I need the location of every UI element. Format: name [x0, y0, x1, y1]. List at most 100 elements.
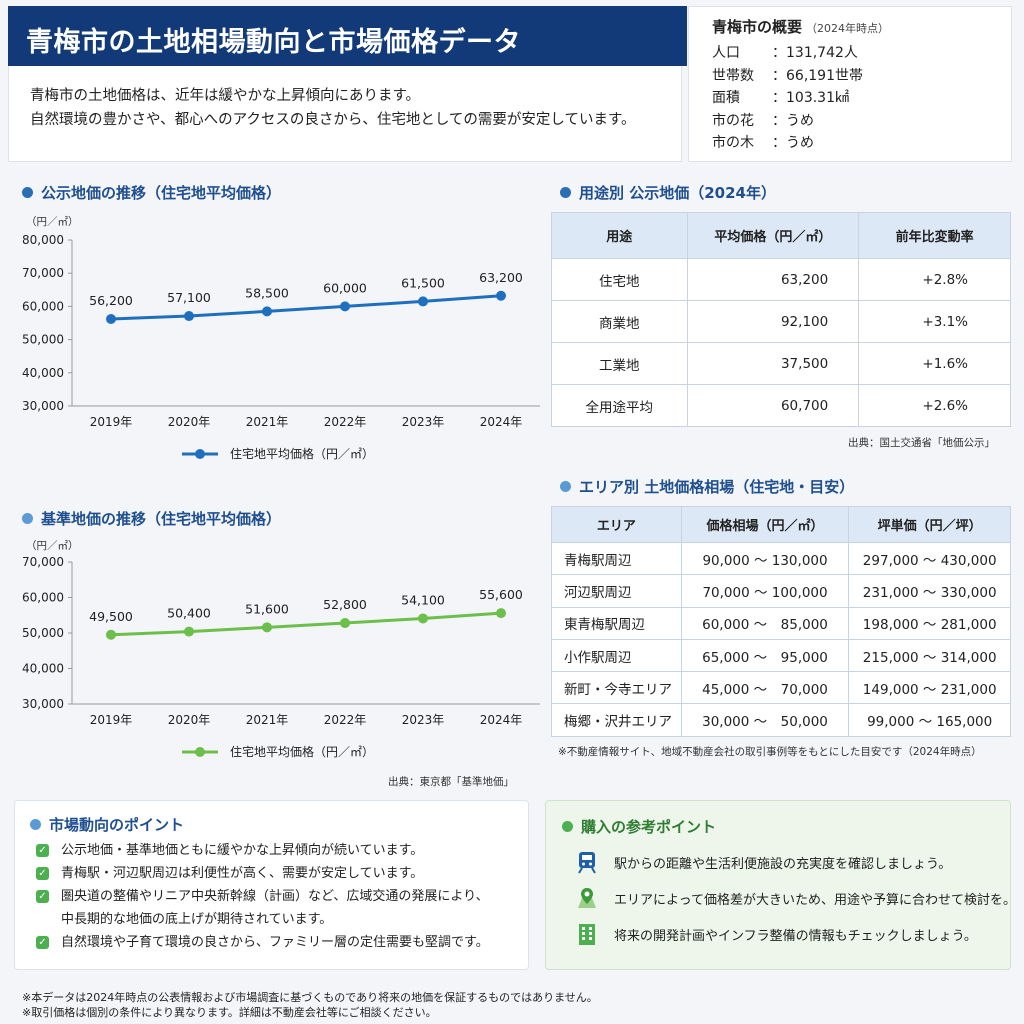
footnote-line-1: ※本データは2024年時点の公表情報および市場調査に基づくものであり将来の地価を… — [22, 991, 598, 1004]
y-tick-label: 40,000 — [22, 662, 64, 676]
buy-points-list: 駅からの距離や生活利便施設の充実度を確認しましょう。 エリアによって価格差が大き… — [576, 844, 1016, 952]
table-cell: 30,000 〜 50,000 — [680, 703, 850, 737]
table-cell: 梅郷・沢井エリア — [551, 703, 682, 737]
x-tick-label: 2020年 — [168, 713, 211, 727]
overview-row: 世帯数 ：66,191世帯 — [712, 64, 1002, 87]
check-icon: ✓ — [36, 890, 49, 903]
list-item: 将来の開発計画やインフラ整備の情報もチェックしましょう。 — [576, 916, 1006, 952]
y-tick-label: 70,000 — [22, 266, 64, 280]
overview-card — [688, 6, 1012, 162]
series-line — [110, 294, 502, 321]
data-point — [340, 618, 350, 629]
overview-value: ：うめ — [772, 135, 814, 152]
series-line — [110, 611, 502, 637]
overview-title: 青梅市の概要 （2024年時点） — [712, 16, 1002, 37]
data-label: 51,600 — [245, 601, 289, 616]
x-tick-label: 2020年 — [168, 415, 211, 429]
area-table-title-text: エリア別 土地価格相場（住宅地・目安） — [579, 478, 855, 496]
check-icon: ✓ — [36, 936, 49, 949]
table-row: 青梅駅周辺 90,000 〜 130,000 297,000 〜 430,000 — [551, 541, 1011, 576]
bullet-dot-icon — [560, 187, 571, 198]
table-header-cell: 坪単価（円／坪） — [848, 506, 1011, 543]
map-pin-icon — [578, 888, 596, 908]
area-table-note: ※不動産情報サイト、地域不動産会社の取引事例等をもとにした目安です（2024年時… — [558, 746, 982, 758]
data-label: 50,400 — [167, 606, 211, 621]
list-item-text: 中長期的な地価の底上げが期待されています。 — [61, 912, 333, 927]
overview-title-text: 青梅市の概要 — [712, 18, 803, 36]
data-label: 60,000 — [323, 280, 367, 295]
table-row: 東青梅駅周辺 60,000 〜 85,000 198,000 〜 281,000 — [551, 606, 1011, 640]
data-point — [262, 306, 272, 317]
table-cell: 99,000 〜 165,000 — [848, 703, 1011, 737]
table-row: 全用途平均 60,700 +2.6% — [551, 384, 1011, 427]
bullet-dot-icon — [30, 819, 41, 830]
data-label: 61,500 — [401, 275, 445, 290]
data-point — [106, 629, 116, 640]
y-tick-label: 30,000 — [22, 697, 64, 711]
table-header-cell: 前年比変動率 — [858, 212, 1011, 259]
check-icon: ✓ — [36, 844, 49, 857]
legend-marker-icon — [195, 449, 205, 459]
bullet-dot-icon — [22, 187, 33, 198]
table-cell: 住宅地 — [551, 258, 688, 301]
chart1-section-title: 公示地価の推移（住宅地平均価格） — [22, 182, 281, 203]
x-tick-label: 2024年 — [480, 415, 523, 429]
table-cell: 297,000 〜 430,000 — [848, 541, 1011, 576]
chart1-svg: 30,000 40,000 50,000 60,000 70,000 80,000 2019… — [22, 233, 540, 461]
table-cell: 河辺駅周辺 — [551, 574, 682, 608]
chart1-title-text: 公示地価の推移（住宅地平均価格） — [41, 184, 282, 202]
table-cell: 45,000 〜 70,000 — [680, 671, 850, 705]
list-item-text: 駅からの距離や生活利便施設の充実度を確認しましょう。 — [614, 856, 952, 872]
table-cell: 青梅駅周辺 — [551, 541, 682, 576]
overview-row: 人口 ：131,742人 — [712, 41, 1002, 64]
overview-key: 人口 — [712, 45, 740, 62]
chart2-source: 出典：東京都「基準地価」 — [388, 776, 514, 788]
table-header-row: 用途 平均価格（円／㎡） 前年比変動率 — [551, 212, 1011, 259]
table-row: 工業地 37,500 +1.6% — [551, 342, 1011, 385]
list-item-continued: 中長期的な地価の底上げが期待されています。 — [36, 908, 516, 931]
intro-line-1: 青梅市の土地価格は、近年は緩やかな上昇傾向にあります。 — [30, 88, 421, 104]
x-tick-label: 2022年 — [324, 415, 367, 429]
market-points-card — [14, 800, 529, 970]
data-point — [184, 311, 194, 322]
buy-points-title: 購入の参考ポイント — [562, 816, 716, 837]
data-point — [106, 314, 116, 325]
table-cell: 商業地 — [551, 300, 688, 343]
legend-label: 住宅地平均価格（円／㎡） — [230, 446, 374, 461]
table-cell: 小作駅周辺 — [551, 638, 682, 673]
table-cell: 215,000 〜 314,000 — [848, 638, 1011, 673]
market-points-title: 市場動向のポイント — [30, 814, 184, 835]
chart1-unit-label: （円／㎡） — [26, 216, 79, 228]
table-row: 商業地 92,100 +3.1% — [551, 300, 1011, 343]
data-point — [340, 301, 350, 312]
table-cell: 新町・今寺エリア — [551, 671, 682, 705]
data-point — [496, 290, 506, 301]
x-tick-label: 2024年 — [480, 713, 523, 727]
intro-text: 青梅市の土地価格は、近年は緩やかな上昇傾向にあります。 自然環境の豊かさや、都心… — [30, 84, 680, 132]
table-cell: 92,100 — [686, 300, 860, 343]
list-item: ✓ 自然環境や子育て環境の良さから、ファミリー層の定住需要も堅調です。 — [36, 931, 516, 954]
overview-key: 市の花 — [712, 112, 754, 129]
overview-key: 市の木 — [712, 135, 754, 152]
y-tick-label: 70,000 — [22, 555, 64, 569]
list-item-text: 青梅駅・河辺駅周辺は利便性が高く、需要が安定しています。 — [61, 866, 424, 881]
x-tick-label: 2019年 — [90, 415, 133, 429]
table-header-row: エリア 価格相場（円／㎡） 坪単価（円／坪） — [551, 506, 1011, 543]
chart2-unit-label: （円／㎡） — [26, 540, 79, 552]
table-row: 新町・今寺エリア 45,000 〜 70,000 149,000 〜 231,000 — [551, 671, 1011, 705]
table-cell: 工業地 — [551, 342, 688, 385]
page-title: 青梅市の土地相場動向と市場価格データ — [8, 6, 687, 66]
table-cell: 63,200 — [686, 258, 860, 301]
list-item: 駅からの距離や生活利便施設の充実度を確認しましょう。 — [576, 844, 1006, 880]
data-point — [496, 608, 506, 619]
list-item: ✓ 公示地価・基準地価ともに緩やかな上昇傾向が続いています。 — [36, 839, 516, 862]
data-label: 58,500 — [245, 285, 289, 300]
list-item-text: 将来の開発計画やインフラ整備の情報もチェックしましょう。 — [614, 928, 977, 944]
usage-table-title: 用途別 公示地価（2024年） — [560, 182, 776, 203]
data-label: 57,100 — [167, 290, 211, 305]
data-label: 52,800 — [323, 597, 367, 612]
overview-row: 面積 ：103.31㎢ — [712, 86, 1002, 109]
list-item: エリアによって価格差が大きいため、用途や予算に合わせて検討を。 — [576, 880, 1016, 916]
table-row: 住宅地 63,200 +2.8% — [551, 258, 1011, 301]
chart2-section-title: 基準地価の推移（住宅地平均価格） — [22, 508, 281, 529]
